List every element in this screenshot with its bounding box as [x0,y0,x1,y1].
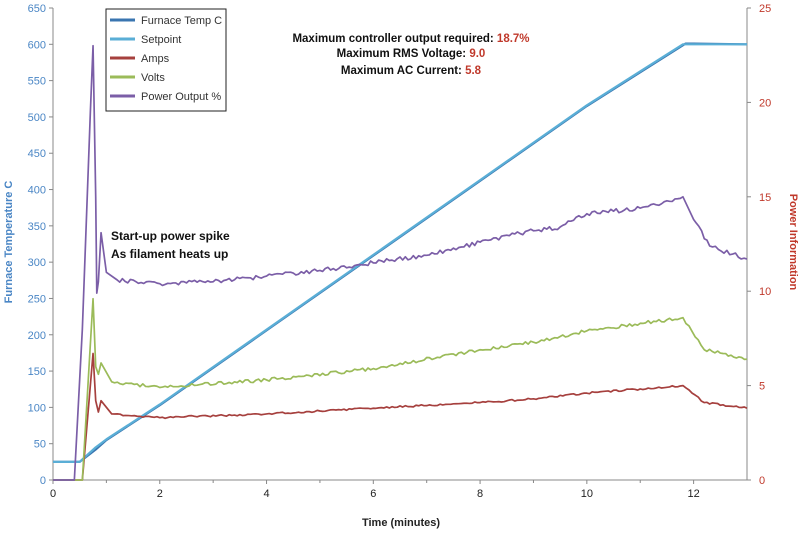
stats-block: Maximum controller output required: 18.7… [292,33,529,77]
legend-label: Furnace Temp C [141,15,222,27]
y-tick-label: 250 [28,293,46,305]
legend-label: Volts [141,72,165,84]
y2-tick-label: 15 [759,192,771,204]
x-tick-label: 0 [50,488,56,500]
axes: 0501001502002503003504004505005506006500… [28,3,772,500]
y2-axis-title: Power Information [787,194,799,291]
stat-label: Maximum AC Current: [341,65,462,77]
y2-tick-label: 25 [759,3,771,15]
x-tick-label: 10 [581,488,593,500]
y-tick-label: 400 [28,185,46,197]
y2-tick-label: 20 [759,97,771,109]
x-tick-label: 4 [263,488,269,500]
plot-area [53,42,748,481]
stat-value: 5.8 [465,65,482,77]
annotation-line-1: Start-up power spike [111,229,230,243]
x-tick-label: 12 [687,488,699,500]
x-tick-label: 6 [370,488,376,500]
x-tick-label: 2 [157,488,163,500]
series-line-amps [53,352,748,481]
y-tick-label: 150 [28,366,46,378]
stat-value: 9.0 [469,48,485,60]
stat-label: Maximum controller output required: [292,33,493,45]
x-tick-label: 8 [477,488,483,500]
y-axis-title: Furnace Temperature C [3,181,15,304]
y2-tick-label: 10 [759,286,771,298]
y-tick-label: 0 [40,475,46,487]
y2-tick-label: 0 [759,475,765,487]
stat-label: Maximum RMS Voltage: [337,48,467,60]
x-axis-title: Time (minutes) [362,517,440,529]
y-tick-label: 100 [28,402,46,414]
legend-box [105,8,227,112]
y-tick-label: 600 [28,39,46,51]
y-tick-label: 200 [28,330,46,342]
legend: Furnace Temp C Setpoint Amps Volts Power Out… [105,8,227,112]
series-line-volts [53,297,748,481]
legend-label: Setpoint [141,34,181,46]
y-tick-label: 550 [28,76,46,88]
series-line-setpoint [53,43,747,463]
stat-max-controller-output: Maximum controller output required: 18.7… [292,33,529,45]
y-tick-label: 650 [28,3,46,15]
y2-tick-label: 5 [759,381,765,393]
stat-value: 18.7% [497,33,530,45]
y-tick-label: 350 [28,221,46,233]
stat-max-ac-current: Maximum AC Current: 5.8 [341,65,482,77]
y-tick-label: 300 [28,257,46,269]
annotation-line-2: As filament heats up [111,247,228,261]
y-tick-label: 50 [34,439,46,451]
annotation: Start-up power spike As filament heats u… [111,229,230,261]
y-tick-label: 500 [28,112,46,124]
legend-label: Amps [141,53,170,65]
series-line-power-output [53,44,748,481]
legend-label: Power Output % [141,91,221,103]
y-tick-label: 450 [28,148,46,160]
stat-max-rms-voltage: Maximum RMS Voltage: 9.0 [337,48,486,60]
